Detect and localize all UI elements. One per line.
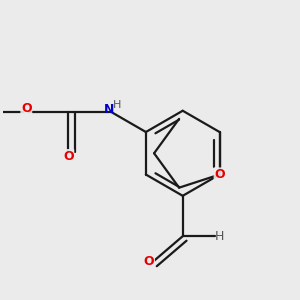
Text: N: N xyxy=(104,103,114,116)
Text: H: H xyxy=(112,100,121,110)
Text: O: O xyxy=(144,255,154,268)
Text: O: O xyxy=(63,150,74,163)
Text: O: O xyxy=(214,168,225,181)
Text: O: O xyxy=(21,102,32,115)
Text: H: H xyxy=(215,230,224,243)
